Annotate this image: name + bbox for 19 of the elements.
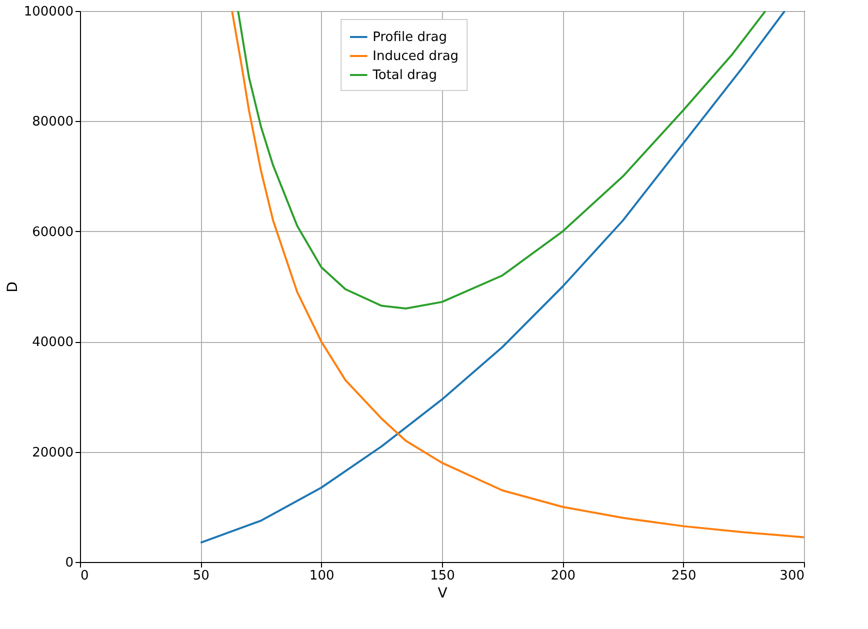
- y-axis-title: D: [4, 282, 21, 292]
- y-tick-label: 0: [65, 556, 74, 570]
- x-tick-label: 0: [80, 568, 89, 584]
- x-tick-label: 200: [550, 568, 576, 584]
- y-tick-label: 80000: [32, 114, 74, 130]
- x-tick-label: 100: [309, 568, 334, 584]
- legend-label: Induced drag: [372, 49, 459, 64]
- x-tick-label: 50: [192, 568, 210, 584]
- line-series: [237, 11, 766, 310]
- y-tick-label: 40000: [32, 335, 74, 350]
- x-axis-title: V: [438, 586, 448, 602]
- y-tick-label: 60000: [32, 224, 74, 240]
- x-tick-label: 250: [671, 568, 696, 584]
- legend-label: Total drag: [372, 68, 437, 83]
- y-tick-label: 100000: [24, 4, 74, 20]
- x-tick-label: 300: [780, 568, 804, 584]
- x-tick-label: 150: [430, 568, 455, 584]
- y-tick-label: 20000: [32, 445, 74, 460]
- legend-label: Profile drag: [372, 30, 448, 45]
